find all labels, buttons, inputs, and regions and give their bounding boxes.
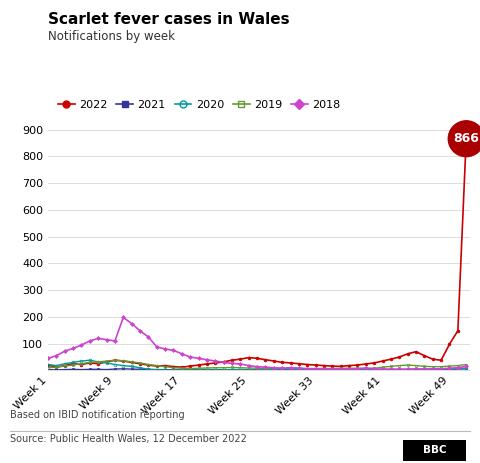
Text: Source: Public Health Wales, 12 December 2022: Source: Public Health Wales, 12 December… [10,434,246,444]
Text: BBC: BBC [422,445,446,455]
Text: Scarlet fever cases in Wales: Scarlet fever cases in Wales [48,12,289,26]
Legend: 2022, 2021, 2020, 2019, 2018: 2022, 2021, 2020, 2019, 2018 [54,95,345,114]
Text: Based on IBID notification reporting: Based on IBID notification reporting [10,410,184,420]
Text: Notifications by week: Notifications by week [48,30,175,43]
Text: 866: 866 [453,132,479,145]
